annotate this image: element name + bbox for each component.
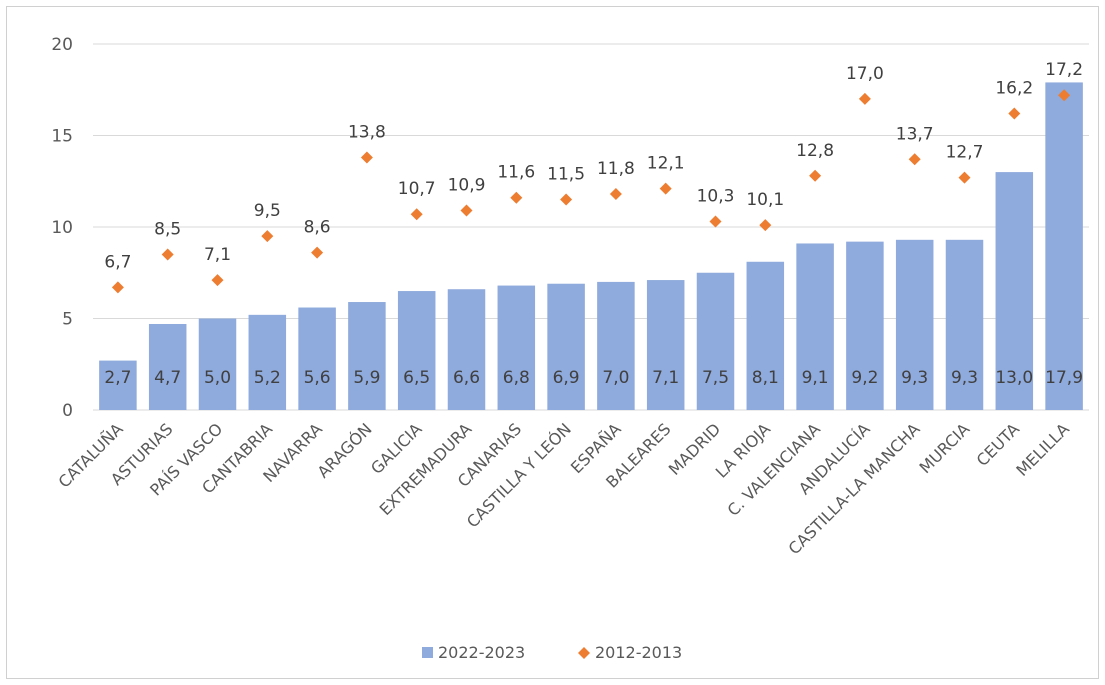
y-tick-label: 10: [51, 218, 73, 238]
bar: [99, 360, 137, 410]
point-marker: [1058, 89, 1071, 102]
bar-value-label: 5,2: [254, 368, 281, 388]
bar-value-label: 7,1: [652, 368, 679, 388]
point-value-label: 12,7: [946, 143, 984, 163]
bar-value-label: 9,1: [802, 368, 829, 388]
point-value-label: 13,8: [348, 122, 386, 142]
bar-value-label: 5,6: [304, 368, 331, 388]
bar: [796, 243, 834, 410]
point-marker: [261, 230, 274, 243]
point-marker: [360, 151, 373, 164]
bar: [1045, 82, 1083, 411]
point-marker: [709, 215, 722, 228]
bar: [696, 272, 735, 410]
y-tick-label: 5: [62, 310, 73, 330]
point-value-label: 16,2: [995, 79, 1033, 99]
legend-swatch-diamond: [578, 647, 590, 659]
bar-value-label: 7,5: [702, 368, 729, 388]
bar: [597, 281, 635, 410]
point-marker: [809, 169, 822, 182]
point-marker: [510, 191, 523, 204]
bar-value-label: 9,3: [951, 368, 978, 388]
point-marker: [161, 248, 174, 261]
point-marker: [1008, 107, 1021, 120]
point-value-label: 17,2: [1045, 60, 1083, 80]
point-marker: [410, 208, 423, 221]
y-tick-label: 20: [51, 35, 73, 55]
point-value-label: 11,8: [597, 159, 635, 179]
category-label: EXTREMADURA: [376, 419, 476, 519]
bar: [497, 285, 536, 410]
legend-label: 2022-2023: [438, 643, 525, 662]
bar-value-label: 6,5: [403, 368, 430, 388]
point-marker: [858, 92, 871, 105]
bar-value-label: 2,7: [104, 368, 131, 388]
bar-value-label: 9,3: [901, 368, 928, 388]
point-marker: [460, 204, 473, 217]
bar-value-label: 4,7: [154, 368, 181, 388]
bar: [248, 314, 287, 410]
category-label: MELILLA: [1012, 419, 1073, 480]
point-value-label: 11,5: [547, 165, 585, 185]
bar: [348, 302, 386, 410]
point-marker: [659, 182, 672, 195]
bar-value-label: 7,0: [602, 368, 629, 388]
point-value-label: 11,6: [497, 163, 535, 183]
legend-swatch-bar: [422, 647, 433, 658]
point-marker: [311, 246, 324, 259]
point-value-label: 7,1: [204, 245, 231, 265]
bar: [995, 172, 1034, 410]
point-value-label: 6,7: [104, 252, 131, 272]
point-value-label: 17,0: [846, 64, 884, 84]
legend-label: 2012-2013: [595, 643, 682, 662]
point-value-label: 10,7: [398, 179, 436, 199]
bar: [846, 241, 884, 410]
chart-svg: 0 5 10 15 20 2,7 4,7 5,0 5,2 5,6 5,9 6,5 6,6 6,8 6,9 7,…: [51, 35, 1089, 662]
point-value-label: 12,8: [796, 141, 834, 161]
point-marker: [111, 281, 124, 294]
point-marker: [560, 193, 573, 206]
point-value-label: 10,1: [746, 190, 784, 210]
bar: [547, 283, 585, 410]
point-marker: [908, 153, 921, 166]
bar: [397, 291, 436, 410]
y-tick-label: 15: [51, 127, 73, 147]
point-value-label: 8,6: [304, 218, 331, 238]
point-value-label: 8,5: [154, 219, 181, 239]
bar-value-label: 6,8: [503, 368, 530, 388]
bar: [148, 323, 187, 410]
bar: [945, 239, 984, 410]
y-tick-label: 0: [62, 401, 73, 421]
bar-value-label: 13,0: [995, 368, 1033, 388]
category-label: ARAGÓN: [313, 419, 375, 481]
bar-value-label: 5,9: [353, 368, 380, 388]
point-value-label: 10,3: [697, 187, 735, 207]
bar-value-label: 17,9: [1045, 368, 1083, 388]
bar: [746, 261, 785, 410]
bar-value-label: 5,0: [204, 368, 231, 388]
point-marker: [211, 274, 224, 287]
bar: [646, 280, 685, 410]
bar: [298, 307, 336, 410]
point-value-label: 12,1: [647, 154, 685, 174]
point-marker: [759, 219, 772, 232]
point-marker: [609, 188, 622, 201]
bar-value-label: 8,1: [752, 368, 779, 388]
bar-value-label: 6,6: [453, 368, 480, 388]
point-value-label: 13,7: [896, 124, 934, 144]
bar: [447, 289, 486, 410]
point-value-label: 10,9: [448, 176, 486, 196]
point-marker: [958, 171, 971, 184]
point-value-label: 9,5: [254, 201, 281, 221]
bar: [895, 239, 934, 410]
bar-value-label: 6,9: [553, 368, 580, 388]
bar-value-label: 9,2: [851, 368, 878, 388]
chart-frame: 0 5 10 15 20 2,7 4,7 5,0 5,2 5,6 5,9 6,5 6,6 6,8 6,9 7,…: [6, 6, 1099, 679]
category-label: MURCIA: [916, 419, 974, 477]
bar: [198, 318, 237, 410]
